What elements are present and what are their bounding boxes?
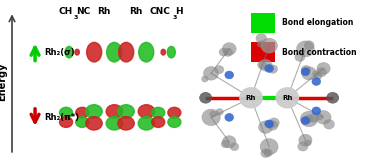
Circle shape bbox=[305, 115, 313, 122]
Ellipse shape bbox=[60, 117, 73, 127]
Circle shape bbox=[301, 117, 310, 125]
Text: Rh: Rh bbox=[98, 7, 111, 16]
Circle shape bbox=[265, 65, 274, 72]
Circle shape bbox=[312, 78, 321, 85]
Text: Rh: Rh bbox=[130, 7, 143, 16]
Circle shape bbox=[221, 140, 230, 148]
Circle shape bbox=[200, 92, 212, 103]
Circle shape bbox=[230, 143, 239, 151]
Circle shape bbox=[267, 121, 278, 130]
Circle shape bbox=[298, 142, 308, 151]
Circle shape bbox=[215, 66, 224, 74]
Circle shape bbox=[222, 43, 236, 55]
Ellipse shape bbox=[138, 105, 155, 118]
Text: Energy: Energy bbox=[0, 62, 7, 101]
Circle shape bbox=[268, 65, 278, 73]
Text: Rh: Rh bbox=[282, 95, 293, 101]
Circle shape bbox=[316, 111, 331, 124]
Circle shape bbox=[269, 118, 279, 127]
Circle shape bbox=[295, 52, 305, 61]
Circle shape bbox=[316, 113, 323, 120]
Text: CH: CH bbox=[59, 7, 73, 16]
Circle shape bbox=[209, 111, 216, 117]
Ellipse shape bbox=[119, 42, 134, 62]
Circle shape bbox=[265, 120, 274, 128]
Ellipse shape bbox=[118, 105, 134, 118]
Circle shape bbox=[317, 62, 330, 74]
Circle shape bbox=[314, 72, 322, 79]
Circle shape bbox=[299, 134, 312, 146]
Ellipse shape bbox=[60, 107, 73, 118]
Circle shape bbox=[324, 119, 335, 129]
Ellipse shape bbox=[76, 117, 89, 127]
Text: Rh₂(σ): Rh₂(σ) bbox=[44, 48, 75, 57]
Circle shape bbox=[202, 109, 220, 126]
Circle shape bbox=[201, 76, 208, 82]
Text: Bond elongation: Bond elongation bbox=[282, 18, 353, 27]
Circle shape bbox=[301, 65, 311, 74]
FancyBboxPatch shape bbox=[251, 42, 274, 62]
Circle shape bbox=[301, 68, 310, 76]
Text: 3: 3 bbox=[74, 15, 78, 20]
Circle shape bbox=[258, 61, 266, 69]
Ellipse shape bbox=[139, 42, 154, 62]
Ellipse shape bbox=[168, 117, 181, 127]
Ellipse shape bbox=[152, 107, 165, 118]
Circle shape bbox=[225, 71, 234, 79]
Text: H: H bbox=[175, 7, 183, 16]
Circle shape bbox=[312, 107, 321, 115]
Circle shape bbox=[316, 68, 327, 77]
Circle shape bbox=[304, 140, 311, 146]
Circle shape bbox=[301, 111, 318, 127]
Ellipse shape bbox=[86, 117, 102, 130]
Circle shape bbox=[219, 48, 228, 56]
Ellipse shape bbox=[106, 105, 122, 118]
Circle shape bbox=[297, 41, 314, 57]
Circle shape bbox=[203, 67, 218, 80]
Text: 3: 3 bbox=[172, 15, 177, 20]
Ellipse shape bbox=[76, 107, 89, 118]
FancyBboxPatch shape bbox=[251, 13, 274, 33]
Circle shape bbox=[256, 34, 266, 43]
Circle shape bbox=[259, 59, 272, 71]
Ellipse shape bbox=[75, 49, 79, 55]
Circle shape bbox=[259, 121, 273, 133]
Ellipse shape bbox=[118, 117, 134, 130]
Ellipse shape bbox=[168, 107, 181, 118]
Ellipse shape bbox=[161, 49, 166, 55]
Ellipse shape bbox=[152, 117, 165, 127]
Text: Bond contraction: Bond contraction bbox=[282, 48, 356, 57]
Ellipse shape bbox=[138, 117, 155, 130]
Circle shape bbox=[264, 149, 273, 157]
Ellipse shape bbox=[167, 46, 175, 58]
Ellipse shape bbox=[87, 42, 102, 62]
Ellipse shape bbox=[106, 117, 122, 130]
Circle shape bbox=[223, 48, 232, 56]
Text: Rh: Rh bbox=[246, 95, 256, 101]
Ellipse shape bbox=[86, 105, 102, 118]
Circle shape bbox=[302, 67, 316, 80]
Circle shape bbox=[261, 38, 277, 53]
Circle shape bbox=[313, 71, 320, 77]
Ellipse shape bbox=[107, 42, 122, 62]
Circle shape bbox=[304, 41, 314, 50]
Circle shape bbox=[222, 136, 236, 148]
Circle shape bbox=[260, 139, 278, 155]
Circle shape bbox=[261, 149, 270, 157]
Text: NC: NC bbox=[76, 7, 90, 16]
Text: CNC: CNC bbox=[150, 7, 171, 16]
Circle shape bbox=[240, 88, 262, 108]
Text: Rh₂(π*): Rh₂(π*) bbox=[44, 113, 79, 122]
Circle shape bbox=[225, 113, 234, 121]
Circle shape bbox=[216, 109, 223, 115]
Circle shape bbox=[327, 92, 339, 103]
Circle shape bbox=[257, 41, 265, 47]
Circle shape bbox=[309, 114, 319, 122]
Circle shape bbox=[276, 88, 299, 108]
Ellipse shape bbox=[65, 46, 73, 58]
